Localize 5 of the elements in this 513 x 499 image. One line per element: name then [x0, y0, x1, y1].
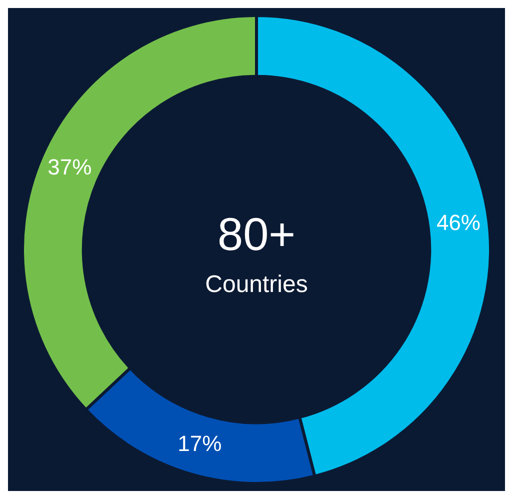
text: 80+	[217, 208, 296, 260]
text: Countries	[205, 271, 308, 298]
data-label: 37%	[48, 154, 92, 180]
data-label: 17%	[178, 431, 222, 456]
data-label: 46%	[436, 210, 480, 236]
